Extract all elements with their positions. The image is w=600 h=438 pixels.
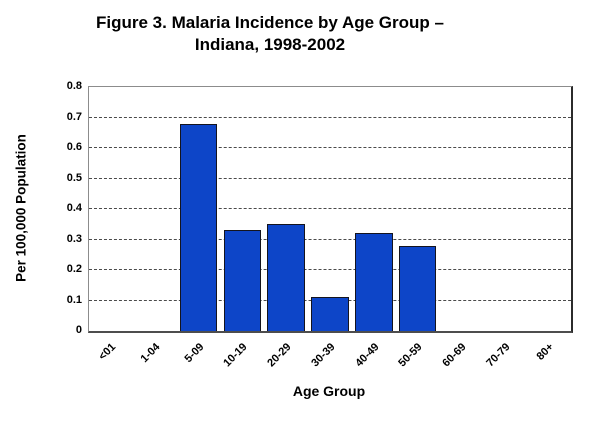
bar-slot-5-09	[177, 87, 221, 331]
x-tick-label-<01: <01	[96, 341, 119, 363]
y-tick-label-0.4: 0.4	[66, 202, 82, 214]
y-tick-label-0.5: 0.5	[66, 171, 82, 184]
bar-5-09	[179, 123, 218, 331]
y-tick-label-0.1: 0.1	[66, 293, 82, 306]
bar-slot-70-79	[483, 87, 527, 331]
x-tick-slot-50-59: 50-59	[395, 334, 439, 382]
x-tick-slot-5-09: 5-09	[176, 334, 220, 382]
bar-20-29	[267, 224, 305, 331]
x-tick-label-70-79: 70-79	[484, 341, 513, 370]
x-tick-slot-10-19: 10-19	[219, 334, 263, 382]
y-tick-label-0.3: 0.3	[66, 232, 82, 245]
x-tick-label-60-69: 60-69	[440, 341, 469, 370]
x-tick-slot-20-29: 20-29	[263, 334, 307, 382]
x-tick-label-80+: 80+	[534, 341, 557, 363]
x-tick-label-10-19: 10-19	[221, 341, 250, 370]
x-tick-slot-80+: 80+	[526, 334, 570, 382]
gridline-0.2	[89, 269, 571, 270]
bar-slot-40-49	[352, 87, 396, 331]
bar-30-39	[311, 297, 349, 331]
gridline-0.7	[89, 116, 571, 118]
x-tick-label-40-49: 40-49	[352, 341, 382, 370]
chart-title: Figure 3. Malaria Incidence by Age Group…	[0, 12, 540, 56]
y-tick-label-0.7: 0.7	[66, 110, 82, 123]
gridline-0.3	[89, 238, 571, 240]
bar-slot-80+	[527, 87, 571, 331]
x-tick-slot-60-69: 60-69	[439, 334, 483, 382]
gridline-0.5	[89, 177, 571, 179]
x-tick-slot-<01: <01	[88, 334, 132, 382]
bar-10-19	[223, 230, 262, 331]
x-axis-tick-labels: <01 1-04 5-09 10-19 20-29 30-39 40-49 50-59 60-6…	[88, 334, 570, 382]
x-tick-slot-40-49: 40-49	[351, 334, 395, 382]
plot-area	[88, 86, 573, 333]
x-tick-label-50-59: 50-59	[396, 341, 426, 370]
chart-title-line1: Figure 3. Malaria Incidence by Age Group…	[96, 13, 444, 32]
x-tick-slot-70-79: 70-79	[482, 334, 526, 382]
gridline-0.4	[89, 208, 571, 209]
x-tick-label-20-29: 20-29	[265, 341, 294, 370]
bar-slot-50-59	[396, 87, 440, 331]
bar-slot-30-39	[308, 87, 352, 331]
x-tick-label-30-39: 30-39	[309, 341, 338, 370]
bars-row	[89, 87, 571, 331]
y-tick-label-0.6: 0.6	[66, 141, 82, 153]
bar-slot-20-29	[264, 87, 308, 331]
bar-50-59	[398, 245, 437, 331]
bar-40-49	[354, 233, 393, 331]
x-tick-slot-30-39: 30-39	[307, 334, 351, 382]
x-axis-title: Age Group	[292, 383, 366, 399]
y-axis-title: Per 100,000 Population	[13, 134, 29, 282]
bar-slot-<01	[89, 87, 133, 331]
chart-title-line2: Indiana, 1998-2002	[194, 35, 346, 54]
x-tick-slot-1-04: 1-04	[132, 334, 176, 382]
x-tick-label-5-09: 5-09	[181, 341, 207, 366]
y-tick-label-0.2: 0.2	[66, 263, 82, 275]
y-tick-label-0.8: 0.8	[66, 80, 82, 92]
bar-slot-1-04	[133, 87, 177, 331]
x-tick-label-1-04: 1-04	[138, 341, 163, 366]
bar-slot-60-69	[440, 87, 484, 331]
y-tick-label-0: 0	[75, 324, 82, 336]
gridline-0.6	[89, 147, 571, 148]
bar-slot-10-19	[220, 87, 264, 331]
